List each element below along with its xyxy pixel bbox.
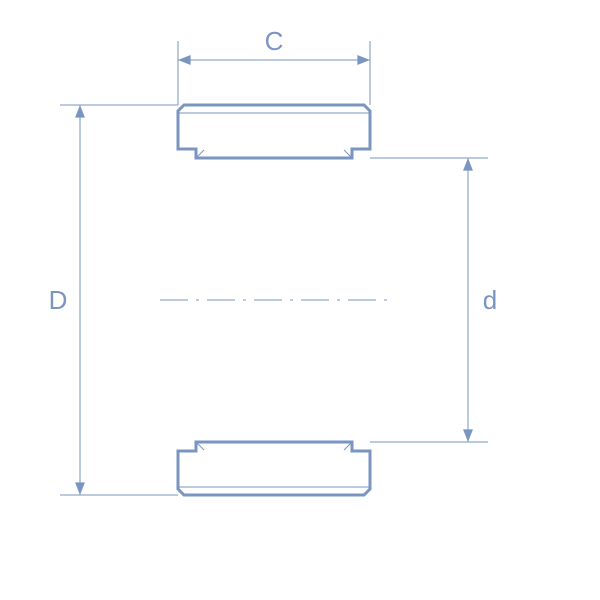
arrowhead: [75, 105, 85, 118]
label-d: d: [483, 285, 497, 315]
label-c: C: [265, 26, 284, 56]
arrowhead: [357, 55, 370, 65]
arrowhead: [178, 55, 191, 65]
arrowhead: [75, 482, 85, 495]
arrowhead: [463, 429, 473, 442]
arrowhead: [463, 158, 473, 171]
label-D: D: [49, 285, 68, 315]
